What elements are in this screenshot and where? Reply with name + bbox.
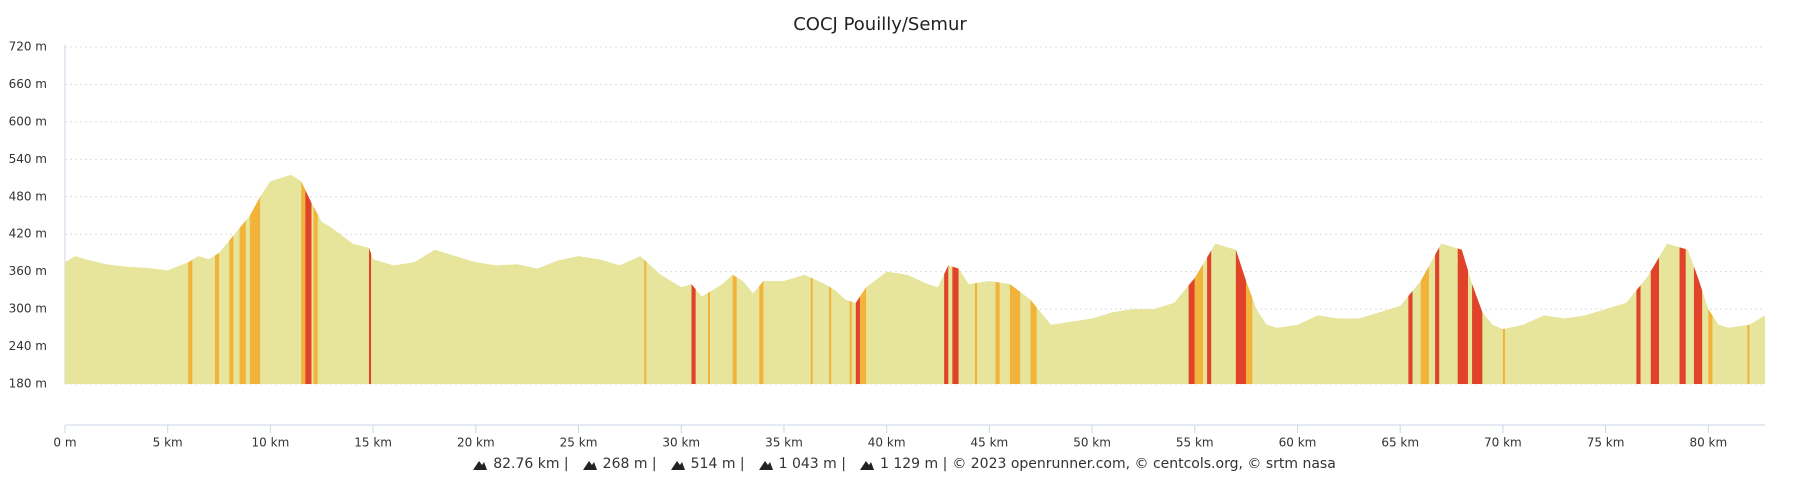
stat: 268 m | — [602, 456, 657, 472]
steep-section — [829, 174, 832, 384]
steep-section — [313, 174, 318, 384]
x-tick-label: 40 km — [868, 436, 906, 450]
mountain-glyph — [473, 461, 488, 470]
steep-section — [1235, 174, 1247, 384]
steep-section — [1502, 174, 1505, 384]
steep-section — [859, 174, 867, 384]
x-tick-label: 60 km — [1279, 436, 1317, 450]
x-tick-label: 75 km — [1587, 436, 1625, 450]
x-tick-label: 25 km — [560, 436, 598, 450]
x-tick-label: 30 km — [662, 436, 700, 450]
steep-section — [1679, 174, 1686, 384]
y-tick-label: 180 m — [9, 377, 47, 391]
y-tick-label: 240 m — [9, 339, 47, 353]
steep-section — [1693, 174, 1703, 384]
steep-section — [1009, 174, 1021, 384]
mountain-glyph — [582, 461, 597, 470]
y-tick-label: 720 m — [9, 40, 47, 54]
x-tick-label: 20 km — [457, 436, 495, 450]
steep-section — [1030, 174, 1037, 384]
stat-icon — [473, 461, 488, 470]
x-tick-label: 65 km — [1381, 436, 1419, 450]
steep-section — [1420, 174, 1429, 384]
y-tick-label: 300 m — [9, 302, 47, 316]
steep-section — [1188, 174, 1195, 384]
steep-section — [301, 174, 306, 384]
steep-section — [369, 174, 372, 384]
elevation-area — [65, 174, 1765, 384]
y-tick-label: 540 m — [9, 152, 47, 166]
y-tick-label: 480 m — [9, 189, 47, 203]
x-tick-label: 70 km — [1484, 436, 1522, 450]
x-tick-label: 45 km — [970, 436, 1008, 450]
mountain-glyph — [758, 461, 773, 470]
chart-title: COCJ Pouilly/Semur — [793, 14, 967, 35]
steep-section — [1194, 174, 1203, 384]
steep-section — [305, 174, 312, 384]
steep-section — [855, 174, 860, 384]
y-tick-label: 660 m — [9, 77, 47, 91]
steep-section — [944, 174, 949, 384]
steep-section — [1650, 174, 1660, 384]
steep-section — [849, 174, 852, 384]
steep-section — [1457, 174, 1468, 384]
stat: 514 m | — [690, 456, 745, 472]
steep-section — [249, 174, 261, 384]
steep-section — [952, 174, 959, 384]
steep-section — [810, 174, 813, 384]
chart: COCJ Pouilly/Semur 180 m 240 m 300 m 360 m 4… — [9, 14, 1765, 450]
steep-section — [1408, 174, 1413, 384]
steep-section — [644, 174, 647, 384]
steep-section — [1636, 174, 1641, 384]
credits: © 2023 openrunner.com, © centcols.org, ©… — [952, 456, 1336, 472]
steep-section — [1246, 174, 1253, 384]
footer: 82.76 km | 268 m | 514 m | 1 043 m | 1 129 m… — [0, 456, 1800, 472]
stat-icon — [859, 461, 874, 470]
stat-icon — [582, 461, 597, 470]
x-tick-label: 10 km — [252, 436, 290, 450]
steep-section — [1747, 174, 1750, 384]
mountain-glyph — [859, 461, 874, 470]
steep-section — [707, 174, 710, 384]
steep-section — [1435, 174, 1440, 384]
stat: 1 043 m | — [778, 456, 846, 472]
steep-section — [1207, 174, 1212, 384]
y-tick-label: 420 m — [9, 227, 47, 241]
x-tick-label: 55 km — [1176, 436, 1214, 450]
x-tick-label: 35 km — [765, 436, 803, 450]
steep-section — [229, 174, 234, 384]
steep-section — [759, 174, 764, 384]
x-tick-label: 0 m — [53, 436, 76, 450]
steep-section — [974, 174, 978, 384]
steep-section — [691, 174, 696, 384]
y-tick-label: 360 m — [9, 264, 47, 278]
y-tick-label: 600 m — [9, 114, 47, 128]
steep-section — [732, 174, 737, 384]
steep-section — [1472, 174, 1483, 384]
steep-section — [995, 174, 1000, 384]
x-tick-label: 15 km — [354, 436, 392, 450]
steep-section — [188, 174, 193, 384]
mountain-glyph — [670, 461, 685, 470]
stat: 82.76 km | — [493, 456, 569, 472]
steep-section — [214, 174, 220, 384]
x-tick-label: 5 km — [153, 436, 183, 450]
stat: 1 129 m | — [879, 456, 948, 472]
x-tick-label: 80 km — [1689, 436, 1727, 450]
x-tick-label: 50 km — [1073, 436, 1111, 450]
steep-section — [1708, 174, 1713, 384]
steep-section — [239, 174, 246, 384]
stat-icon — [670, 461, 685, 470]
stat-icon — [758, 461, 773, 470]
